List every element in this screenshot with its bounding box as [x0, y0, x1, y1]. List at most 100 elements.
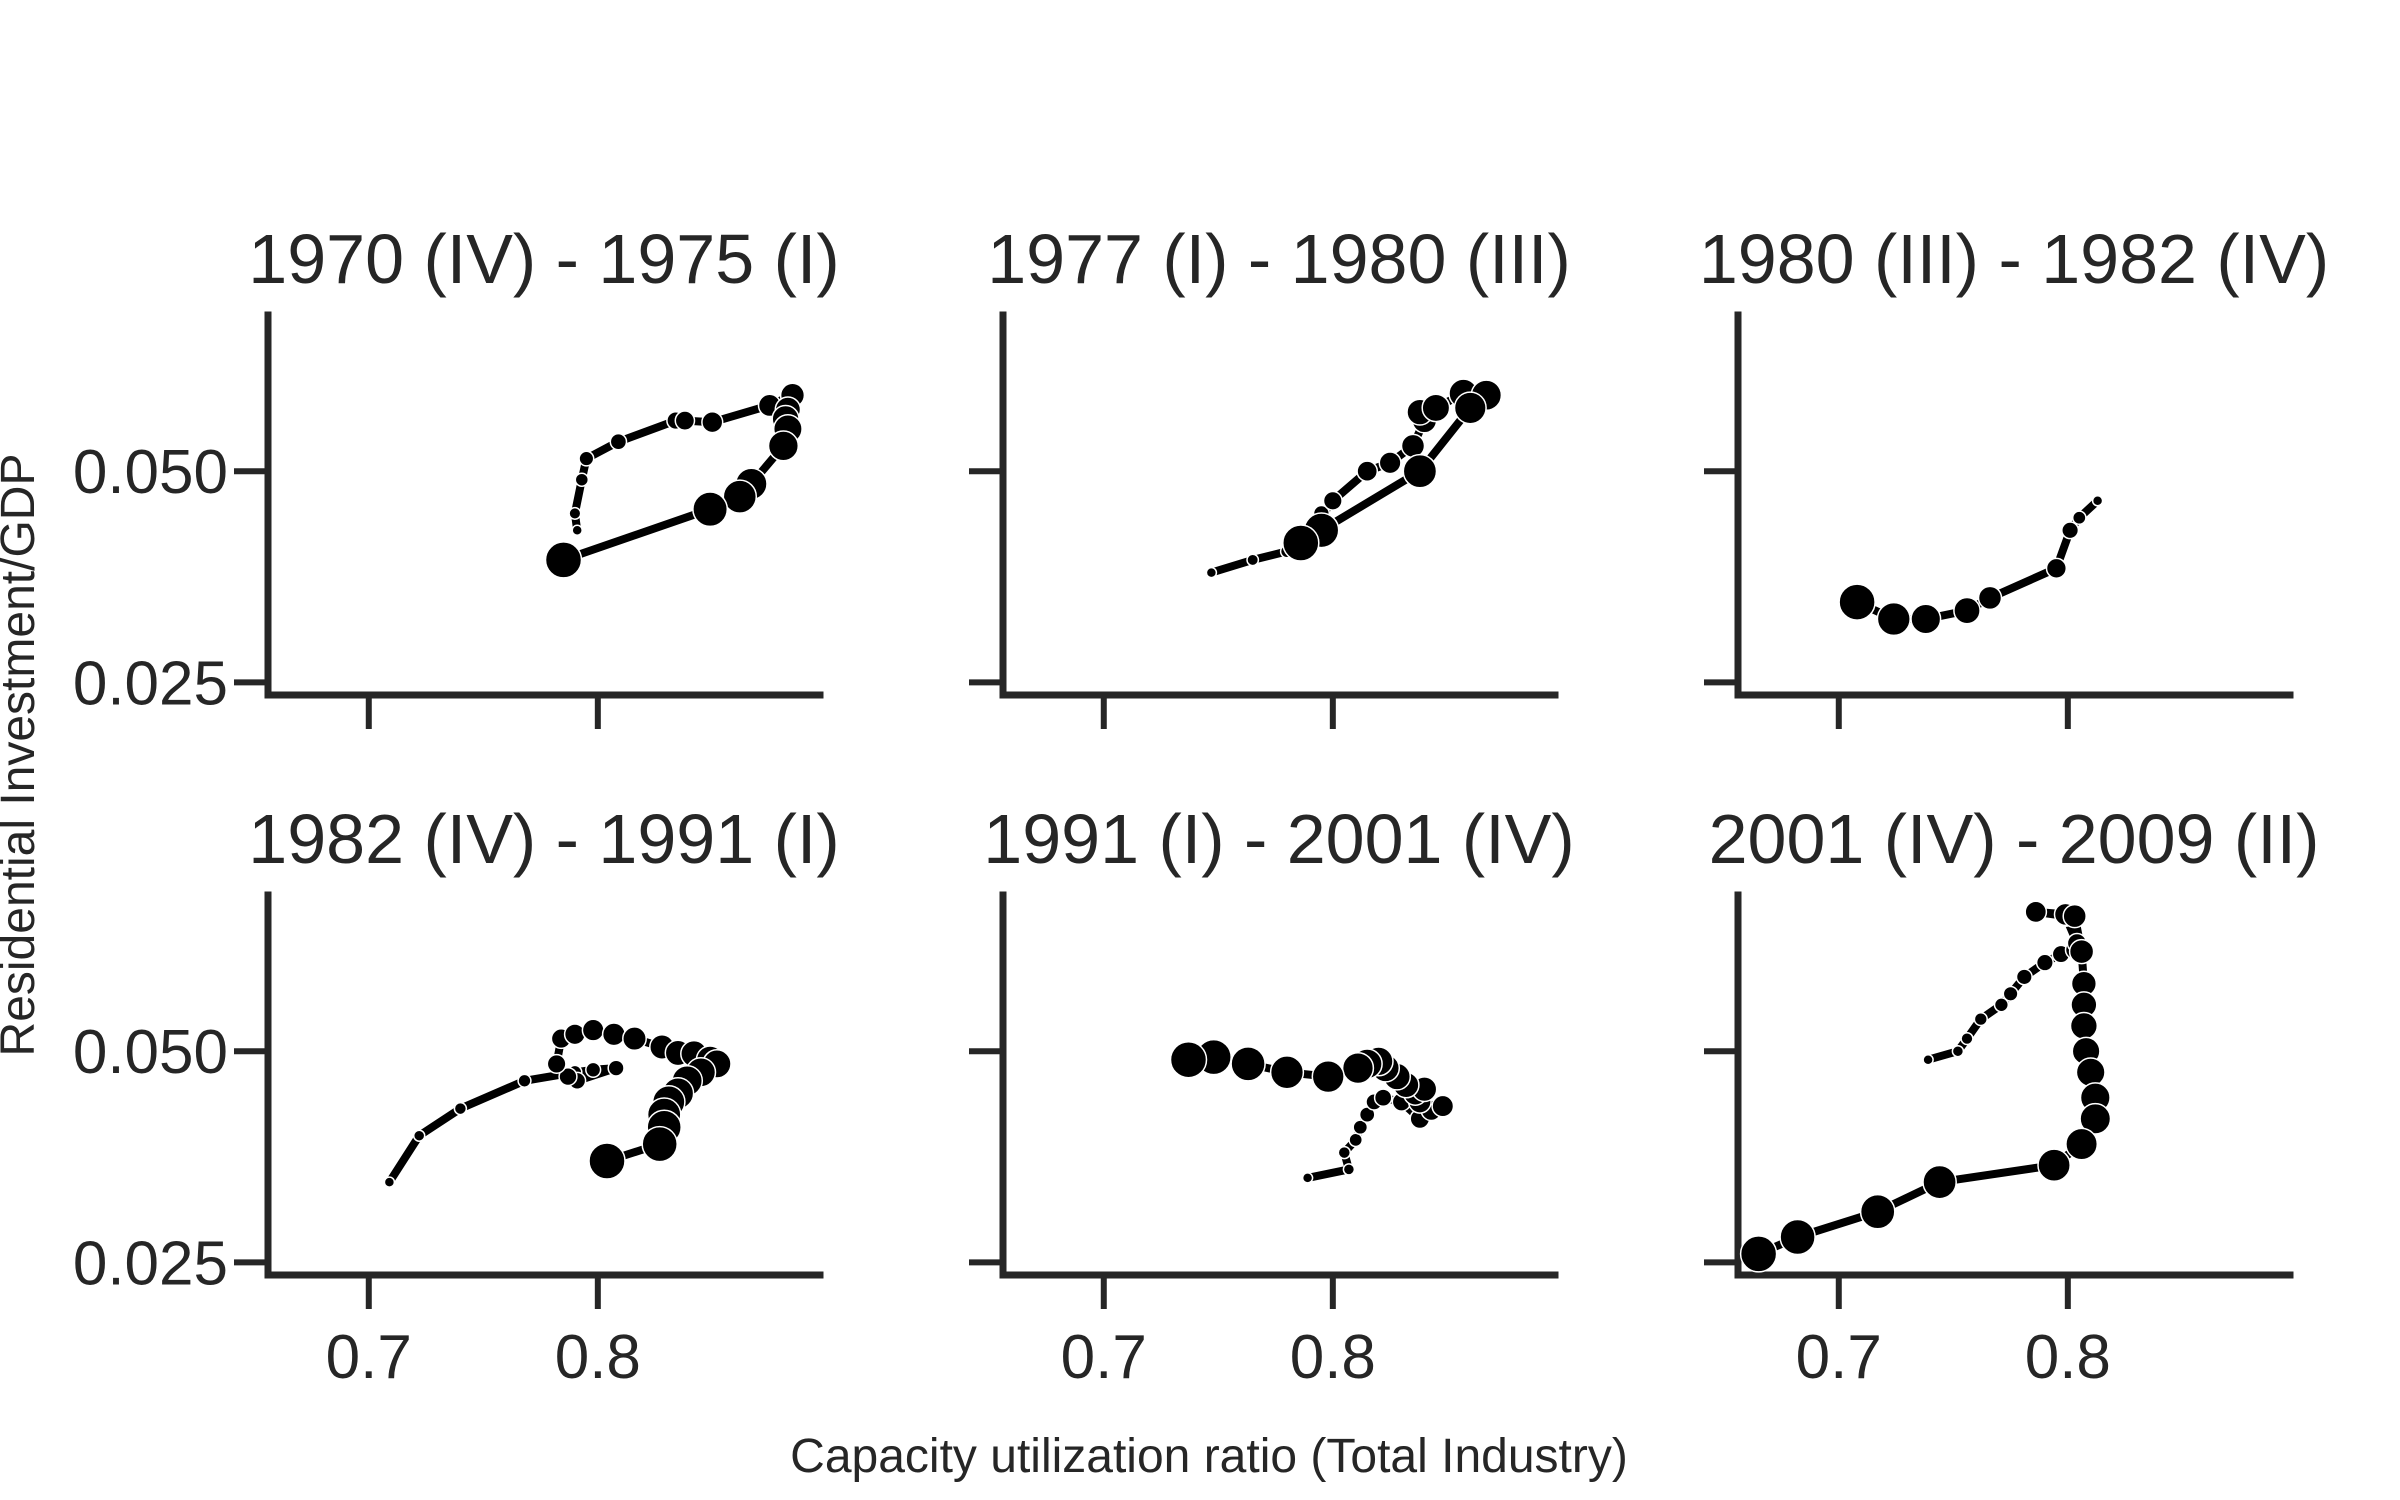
- data-point: [453, 1101, 468, 1116]
- data-point: [1348, 1132, 1364, 1148]
- data-point: [2002, 985, 2019, 1002]
- data-point: [1341, 1051, 1375, 1085]
- panel-2: 1977 (I) - 1980 (III): [969, 220, 1571, 729]
- x-tick-label: 0.7: [1796, 1323, 1882, 1392]
- panel-4: 1982 (IV) - 1991 (I) 0.025 0.050 0.7 0.8: [73, 800, 840, 1392]
- data-point: [568, 506, 582, 520]
- data-point: [412, 1129, 426, 1142]
- data-point: [558, 1066, 578, 1087]
- panel-title: 1977 (I) - 1980 (III): [987, 220, 1571, 298]
- x-tick-label: 0.8: [555, 1323, 641, 1392]
- panels-group: 1970 (IV) - 1975 (I) 0.025 0.050 1977 (I) -…: [73, 220, 2329, 1392]
- x-tick-label: 0.8: [2025, 1323, 2111, 1392]
- data-point: [1356, 460, 1379, 483]
- data-point: [1246, 553, 1260, 567]
- data-point: [1910, 603, 1942, 635]
- data-point: [1453, 391, 1487, 425]
- data-point: [2061, 521, 2080, 540]
- data-point: [2037, 1148, 2071, 1183]
- data-point: [622, 1026, 647, 1052]
- data-point: [1373, 1088, 1393, 1108]
- data-point: [2091, 495, 2104, 507]
- panel-6: 2001 (IV) - 2009 (II) 0.7 0.8: [1704, 800, 2319, 1392]
- data-point: [1876, 601, 1911, 637]
- data-point: [2071, 510, 2087, 526]
- y-tick-label: 0.050: [73, 1018, 228, 1087]
- data-point: [1973, 1011, 1988, 1027]
- data-point: [2079, 1102, 2112, 1135]
- data-point: [1431, 1094, 1455, 1118]
- data-point: [2069, 1011, 2099, 1041]
- data-point: [607, 1059, 625, 1077]
- data-point: [2062, 903, 2087, 929]
- data-point: [1951, 1044, 1965, 1058]
- data-point: [2035, 953, 2054, 972]
- data-point: [1230, 1046, 1266, 1082]
- data-point: [601, 1022, 626, 1047]
- x-tick-label: 0.7: [1061, 1323, 1147, 1392]
- data-point: [1337, 1145, 1352, 1160]
- data-point: [1282, 524, 1320, 562]
- data-point: [1169, 1040, 1208, 1079]
- panel-5: 1991 (I) - 2001 (IV) 0.7 0.8: [969, 800, 1575, 1392]
- data-point: [767, 430, 800, 462]
- data-point: [1378, 451, 1402, 475]
- data-point: [2075, 1057, 2106, 1088]
- panel-title: 1980 (III) - 1982 (IV): [1699, 220, 2329, 298]
- data-point: [1960, 1031, 1974, 1046]
- y-axis-label: Residential Investment/GDP: [0, 454, 45, 1057]
- data-point: [1859, 1193, 1896, 1230]
- data-point: [1421, 393, 1451, 423]
- panel-3: 1980 (III) - 1982 (IV): [1699, 220, 2329, 729]
- data-point: [1953, 596, 1981, 625]
- data-point: [1269, 1055, 1305, 1090]
- data-point: [544, 541, 583, 579]
- y-tick-label: 0.025: [73, 1229, 228, 1298]
- panel-title: 2001 (IV) - 2009 (II): [1709, 800, 2320, 878]
- panel-title: 1982 (IV) - 1991 (I): [248, 800, 839, 878]
- data-point: [546, 1053, 567, 1074]
- data-point: [571, 524, 583, 537]
- data-point: [574, 472, 590, 487]
- data-point: [1739, 1235, 1778, 1273]
- data-point: [674, 410, 696, 431]
- data-point: [1993, 997, 2010, 1013]
- data-point: [517, 1073, 532, 1088]
- data-point: [2045, 557, 2068, 579]
- data-point: [722, 479, 758, 514]
- data-point: [1352, 1119, 1369, 1136]
- trajectory-line: [1207, 389, 1491, 577]
- data-point: [2024, 900, 2048, 924]
- data-point: [2065, 1127, 2099, 1161]
- panel-title: 1970 (IV) - 1975 (I): [248, 220, 839, 298]
- data-point: [609, 432, 628, 451]
- data-point: [2068, 938, 2095, 965]
- data-point: [692, 491, 729, 528]
- data-point: [641, 1125, 678, 1163]
- data-point: [1301, 1172, 1314, 1184]
- data-point: [2015, 968, 2033, 986]
- data-point: [1322, 490, 1343, 511]
- data-point: [1342, 1163, 1356, 1176]
- data-point: [581, 1018, 605, 1042]
- data-point: [578, 450, 595, 467]
- data-point: [1779, 1218, 1816, 1256]
- data-point: [588, 1142, 626, 1180]
- x-tick-label: 0.7: [326, 1323, 412, 1392]
- data-point: [701, 411, 724, 434]
- data-point: [1838, 583, 1876, 621]
- data-point: [1205, 566, 1218, 579]
- data-point: [1402, 453, 1438, 489]
- data-point: [1922, 1053, 1934, 1066]
- panel-1: 1970 (IV) - 1975 (I) 0.025 0.050: [73, 220, 840, 729]
- panel-title: 1991 (I) - 2001 (IV): [983, 800, 1574, 878]
- data-point: [585, 1061, 602, 1078]
- y-tick-label: 0.050: [73, 438, 228, 507]
- x-tick-label: 0.8: [1290, 1323, 1376, 1392]
- x-axis-label: Capacity utilization ratio (Total Indust…: [790, 1430, 1628, 1483]
- y-tick-label: 0.025: [73, 649, 228, 718]
- data-point: [1922, 1164, 1957, 1200]
- data-point: [1977, 585, 2003, 611]
- data-point: [383, 1176, 396, 1188]
